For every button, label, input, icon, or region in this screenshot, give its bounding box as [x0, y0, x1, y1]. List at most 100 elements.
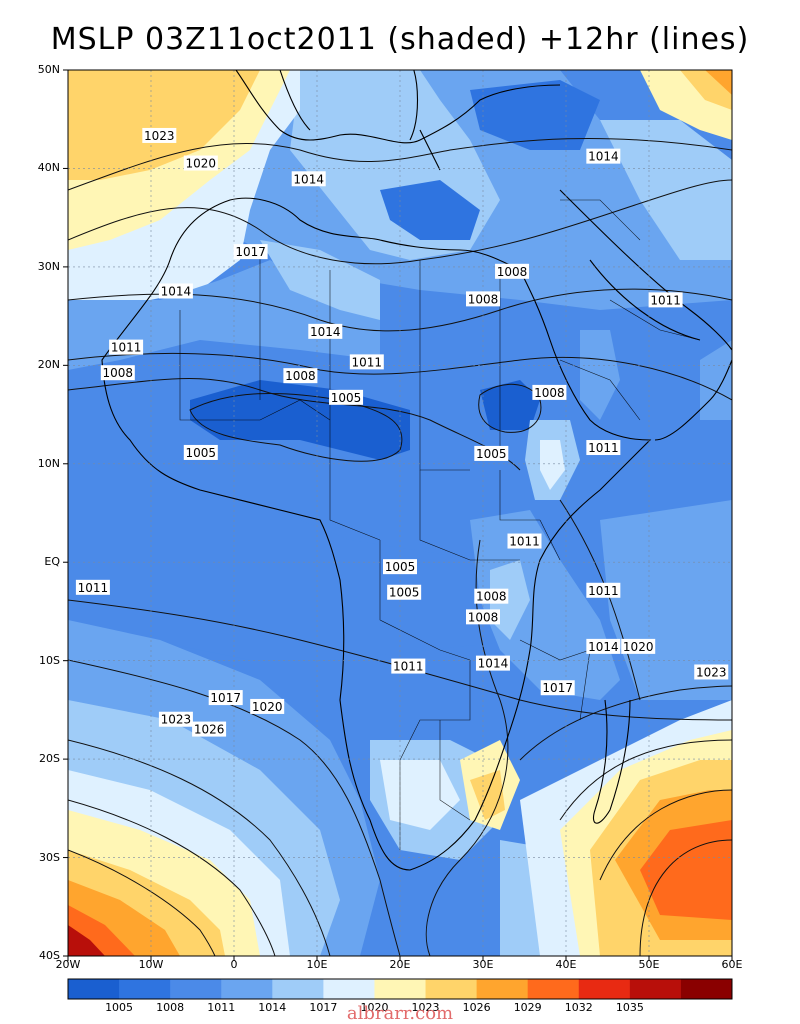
svg-text:1008: 1008	[476, 590, 507, 604]
svg-text:1008: 1008	[468, 292, 499, 306]
latitude-label: 50N	[37, 63, 60, 76]
contour-label: 1011	[586, 440, 621, 456]
contour-label: 1020	[183, 155, 218, 171]
svg-text:1014: 1014	[161, 285, 192, 299]
colorbar-label: 1035	[615, 1001, 644, 1014]
contour-label: 1008	[466, 609, 500, 625]
pressure-map: 1023 1020 1014 1014 1017 1014 1008 1011 1008 1014…	[63, 69, 733, 1000]
contour-label: 1014	[586, 148, 621, 164]
colorbar-label: 1005	[105, 1001, 134, 1014]
pressure-shading	[68, 70, 732, 956]
svg-text:1014: 1014	[588, 150, 619, 164]
svg-text:1011: 1011	[588, 441, 619, 455]
contour-label: 1014	[308, 323, 343, 339]
svg-text:1011: 1011	[509, 535, 540, 549]
svg-text:1005: 1005	[331, 391, 362, 405]
longitude-label: 30E	[472, 958, 494, 971]
svg-text:1011: 1011	[588, 584, 619, 598]
colorbar-swatch	[680, 979, 733, 999]
contour-labels: 1023 1020 1014 1014 1017 1014 1008 1011 1008 1014…	[75, 127, 729, 737]
contour-label: 1008	[474, 588, 509, 604]
colorbar-swatch	[272, 979, 324, 999]
contour-label: 1020	[621, 638, 656, 654]
colorbar-swatch	[68, 979, 120, 999]
colorbar-label: 1023	[411, 1001, 440, 1014]
svg-text:1011: 1011	[78, 581, 109, 595]
contour-label: 1011	[648, 292, 683, 308]
longitude-label: 60E	[721, 958, 743, 971]
latitude-label: 40N	[37, 161, 60, 175]
svg-text:1005: 1005	[389, 586, 420, 600]
colorbar-swatch	[323, 979, 375, 999]
colorbar-swatch	[578, 979, 631, 999]
contour-label: 1008	[532, 384, 567, 400]
colorbar-label: 1008	[156, 1001, 185, 1014]
grid-lines	[68, 70, 732, 956]
contour-label: 1014	[586, 638, 621, 654]
colorbar-label: 1029	[513, 1001, 542, 1014]
svg-text:1005: 1005	[476, 447, 507, 461]
svg-text:1014: 1014	[588, 640, 619, 654]
contour-label: 1011	[109, 339, 144, 355]
svg-text:1023: 1023	[161, 713, 192, 727]
svg-text:1011: 1011	[352, 355, 383, 369]
svg-text:1008: 1008	[103, 366, 134, 380]
contour-label: 1008	[100, 365, 135, 381]
colorbar-swatch	[425, 979, 478, 999]
longitude-label: 20W	[55, 958, 81, 971]
colorbar-label: 1020	[360, 1001, 389, 1014]
axis-ticks	[63, 69, 733, 961]
longitude-label: 10W	[138, 958, 164, 971]
svg-text:1023: 1023	[144, 129, 175, 143]
svg-text:1014: 1014	[478, 657, 509, 671]
contour-label: 1014	[475, 655, 510, 671]
contour-label: 1005	[387, 584, 422, 600]
country-borders	[179, 199, 701, 850]
contour-label: 1014	[158, 283, 193, 299]
longitude-label: 40E	[555, 958, 577, 971]
colorbar-swatch	[221, 979, 273, 999]
contour-label: 1023	[142, 127, 177, 143]
svg-text:1020: 1020	[623, 640, 654, 654]
svg-text:1005: 1005	[186, 446, 217, 460]
svg-text:1026: 1026	[194, 723, 225, 737]
svg-text:1023: 1023	[696, 665, 727, 679]
latitude-label: 10N	[37, 456, 60, 470]
contour-label: 1011	[586, 582, 621, 598]
svg-text:1017: 1017	[542, 681, 573, 695]
contour-label: 1011	[75, 579, 110, 595]
contour-label: 1008	[495, 263, 530, 279]
svg-text:1008: 1008	[497, 265, 528, 279]
contour-label: 1014	[291, 171, 326, 187]
contour-label: 1023	[694, 664, 729, 680]
svg-text:1011: 1011	[650, 293, 681, 307]
contour-label: 1011	[349, 354, 384, 370]
map-title: MSLP 03Z11oct2011 (shaded) +12hr (lines)	[50, 22, 750, 57]
colorbar-label: 1026	[462, 1001, 491, 1014]
contour-label: 1005	[183, 444, 218, 460]
colorbar	[67, 978, 733, 1000]
latitude-label: 20S	[39, 752, 60, 766]
colorbar-swatch	[374, 979, 427, 999]
contour-label: 1026	[192, 721, 227, 737]
colorbar-swatch	[476, 979, 529, 999]
latitude-label: EQ	[44, 555, 60, 569]
contour-label: 1008	[283, 368, 318, 384]
contour-label: 1005	[383, 559, 417, 575]
contour-label: 1011	[391, 658, 426, 674]
svg-text:1011: 1011	[111, 341, 142, 355]
svg-text:1020: 1020	[186, 157, 217, 171]
svg-text:1014: 1014	[310, 325, 341, 339]
longitude-label: 50E	[638, 958, 660, 971]
svg-text:1008: 1008	[285, 369, 316, 383]
svg-text:1020: 1020	[252, 700, 283, 714]
svg-text:1008: 1008	[534, 386, 565, 400]
latitude-label: 10S	[39, 653, 60, 667]
contour-label: 1011	[507, 533, 542, 549]
longitude-label: 20E	[389, 958, 411, 971]
colorbar-swatch	[629, 979, 682, 999]
colorbar-label: 1017	[309, 1001, 338, 1014]
contour-label: 1005	[474, 445, 509, 461]
contour-label: 1008	[466, 291, 500, 307]
contour-label: 1017	[208, 690, 243, 706]
